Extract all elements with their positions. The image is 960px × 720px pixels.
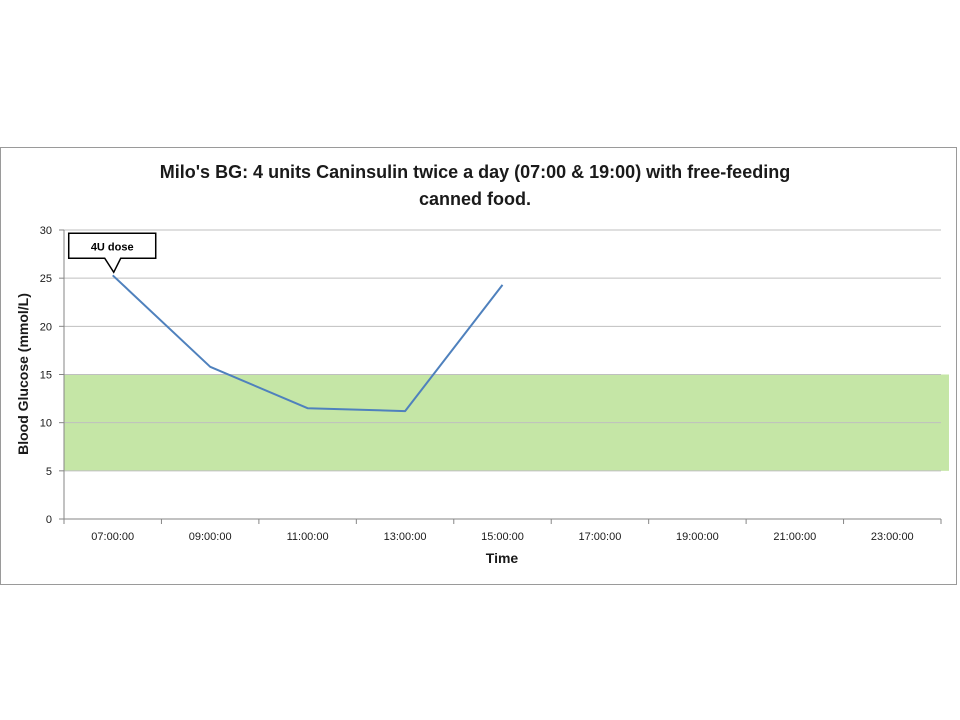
- x-tick-label: 15:00:00: [481, 531, 524, 543]
- series-line: [112, 274, 504, 413]
- chart-frame: [0, 147, 957, 585]
- chart-title: Milo's BG: 4 units Caninsulin twice a da…: [160, 162, 790, 209]
- series-group: [112, 274, 504, 413]
- y-axis-tick-labels: 0 5 10 15 20 25 30: [40, 225, 52, 526]
- y-axis-title: Blood Glucose (mmol/L): [15, 293, 31, 455]
- x-tick-label: 23:00:00: [871, 531, 914, 543]
- y-tick-label: 15: [40, 370, 52, 382]
- dose-callout-box: [67, 232, 157, 274]
- x-axis-title: Time: [486, 550, 519, 566]
- chart-title-line-2: canned food.: [419, 189, 531, 209]
- gridlines: [64, 229, 941, 472]
- y-tick-label: 30: [40, 225, 52, 237]
- x-tick-label: 19:00:00: [676, 531, 719, 543]
- y-tick-label: 25: [40, 273, 52, 285]
- x-tick-label: 09:00:00: [189, 531, 232, 543]
- x-tick-label: 07:00:00: [91, 531, 134, 543]
- chart-title-line-1: Milo's BG: 4 units Caninsulin twice a da…: [160, 162, 790, 182]
- axes: [59, 229, 942, 524]
- x-tick-label: 21:00:00: [773, 531, 816, 543]
- y-tick-label: 10: [40, 418, 52, 430]
- x-tick-label: 13:00:00: [384, 531, 427, 543]
- x-tick-label: 11:00:00: [287, 531, 329, 543]
- x-axis-tick-labels: 07:00:00 09:00:00 11:00:00 13:00:00 15:00:00…: [91, 531, 913, 543]
- dose-callout-label: 4U dose: [91, 241, 134, 253]
- y-tick-label: 0: [46, 514, 52, 526]
- y-tick-label: 5: [46, 466, 52, 478]
- y-tick-label: 20: [40, 321, 52, 333]
- x-tick-label: 17:00:00: [579, 531, 622, 543]
- annotations: 4U dose: [67, 232, 157, 274]
